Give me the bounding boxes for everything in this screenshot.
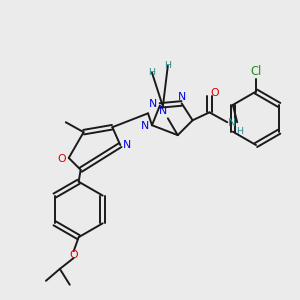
Text: H: H: [236, 127, 243, 136]
Text: N: N: [228, 118, 236, 128]
Text: H: H: [148, 68, 155, 77]
Text: N: N: [178, 92, 186, 101]
Text: O: O: [58, 154, 66, 164]
Text: N: N: [159, 106, 167, 116]
Text: Cl: Cl: [250, 65, 262, 78]
Text: O: O: [69, 250, 78, 260]
Text: N: N: [141, 121, 149, 131]
Text: H: H: [164, 61, 171, 70]
Text: N: N: [149, 99, 157, 110]
Text: O: O: [210, 88, 219, 98]
Text: N: N: [123, 140, 131, 150]
